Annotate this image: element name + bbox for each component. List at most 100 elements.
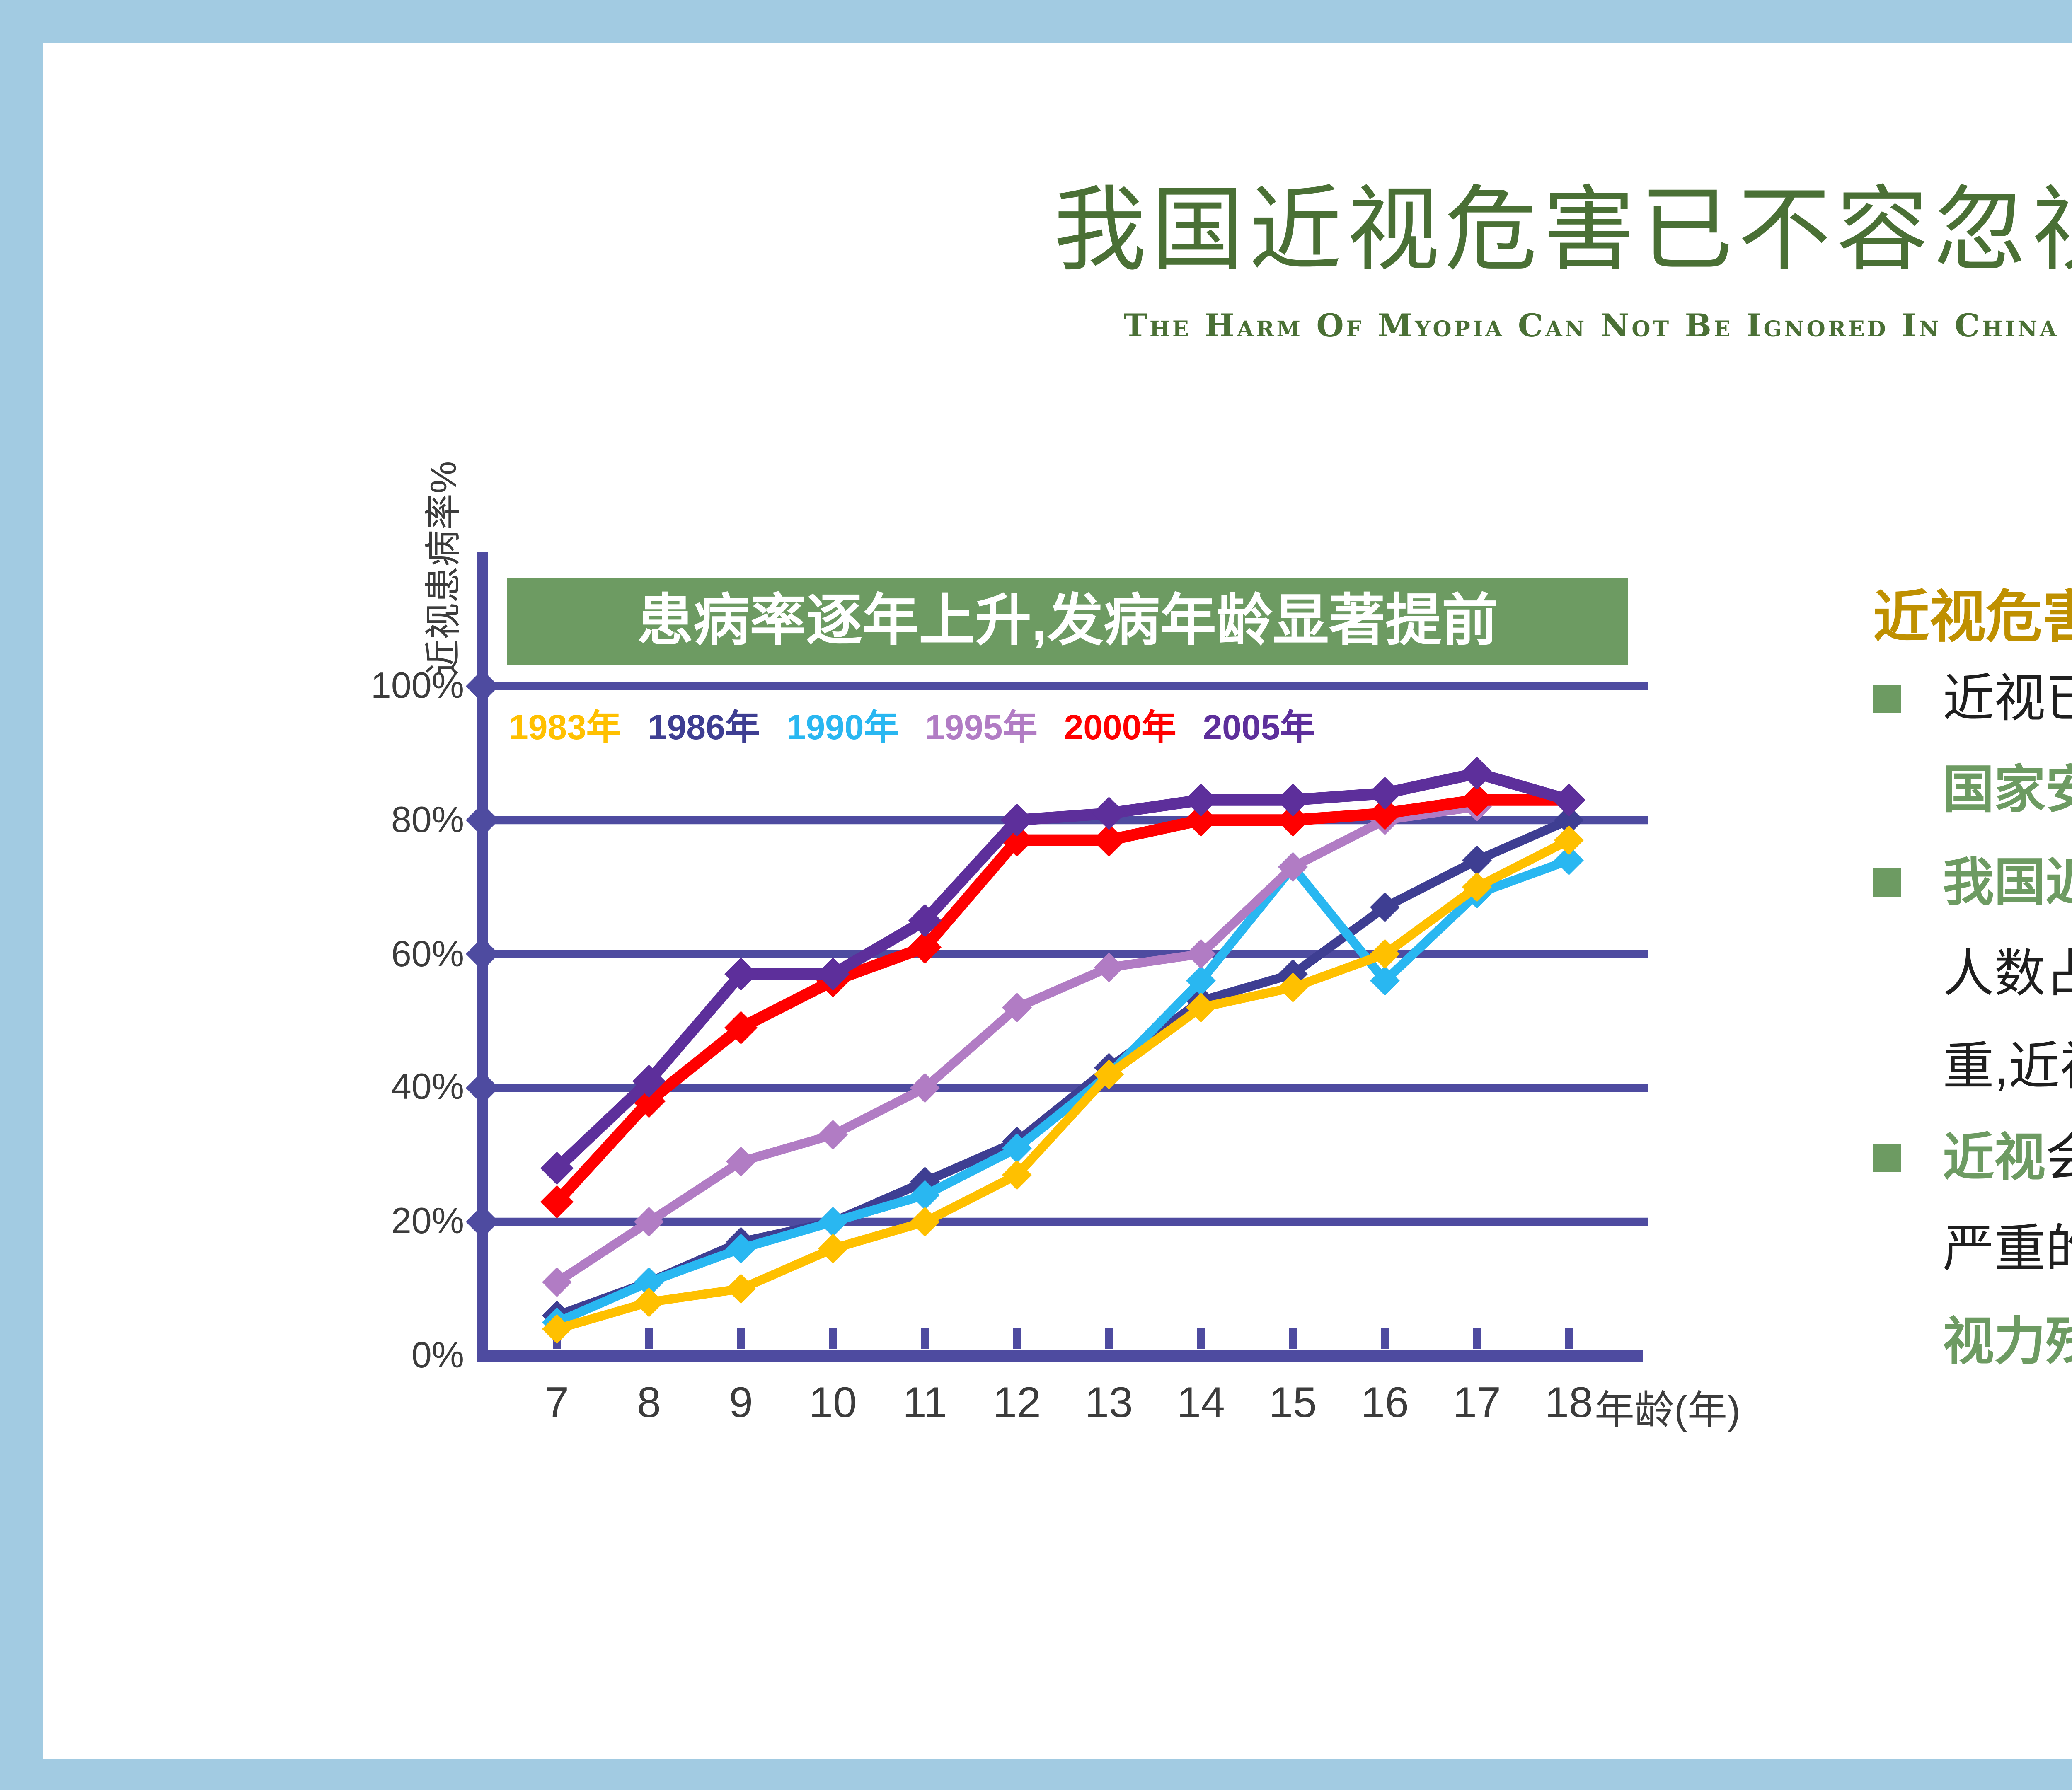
- legend-item-1995: 1995年: [925, 709, 1038, 747]
- x-tick-mark-10: [829, 1328, 837, 1349]
- data-point-1986-18: [1554, 805, 1584, 835]
- slide-background: [43, 43, 2072, 1759]
- data-point-1995-7: [542, 1267, 572, 1297]
- data-point-2000-17: [1460, 783, 1493, 817]
- data-point-1990-12: [1002, 1133, 1032, 1164]
- y-tick-label-20: 20%: [391, 1200, 464, 1242]
- data-point-2005-17: [1460, 757, 1493, 790]
- data-point-2000-9: [724, 1011, 758, 1045]
- highlight-text: 国家安全,: [1943, 761, 2072, 820]
- bullet-list: 近视已成为中国的国病,影响人口质量, 国家安全,迫切需要矫治和控制;我国近视总人…: [1873, 653, 2072, 1388]
- data-point-1983-14: [1186, 992, 1216, 1023]
- highlight-text: 我国近视总人数近5亿: [1943, 853, 2072, 912]
- bullet-square-icon: [1873, 868, 1901, 897]
- data-point-2000-14: [1184, 803, 1218, 837]
- data-point-2000-11: [908, 931, 942, 964]
- data-point-1995-10: [818, 1120, 848, 1150]
- data-point-1983-11: [910, 1207, 940, 1237]
- data-point-2005-13: [1092, 797, 1126, 830]
- x-axis-title: 年龄(年): [1595, 1389, 1740, 1434]
- data-point-1986-17: [1462, 845, 1492, 876]
- x-tick-label-16: 16: [1361, 1377, 1409, 1427]
- y-tick-label-0: 0%: [411, 1334, 464, 1376]
- x-tick-label-12: 12: [993, 1377, 1041, 1427]
- data-point-2005-8: [632, 1064, 666, 1098]
- data-point-2005-10: [816, 957, 850, 991]
- x-tick-mark-14: [1197, 1328, 1205, 1349]
- x-tick-mark-9: [737, 1328, 745, 1349]
- data-point-1995-13: [1094, 952, 1124, 982]
- x-tick-mark-15: [1289, 1328, 1297, 1349]
- x-tick-label-9: 9: [729, 1377, 753, 1427]
- series-line-1995: [554, 802, 1478, 1286]
- data-point-2005-12: [1000, 803, 1034, 837]
- data-point-1995-11: [910, 1073, 940, 1103]
- body-text: 会产生视力低下,视觉功能受损,及 严重的并发症等状况,: [1943, 1129, 2072, 1279]
- data-point-1990-8: [634, 1267, 664, 1297]
- data-point-1983-17: [1462, 872, 1492, 902]
- y-tick-label-60: 60%: [391, 932, 464, 974]
- x-tick-mark-13: [1105, 1328, 1113, 1349]
- x-tick-label-13: 13: [1085, 1377, 1133, 1427]
- bullet-item-3: 近视会产生视力低下,视觉功能受损,及 严重的并发症等状况, 导致不可逆转的 视力残…: [1873, 1112, 2072, 1388]
- data-point-2005-16: [1368, 776, 1402, 810]
- body-text: 近视已成为中国的: [1943, 670, 2072, 728]
- data-point-1990-16: [1370, 966, 1400, 996]
- y-tick-label-40: 40%: [391, 1066, 464, 1108]
- bullet-item-2: 我国近视总人数近5亿 ;知识人群中近视 人数占85-90%;青少年近视情况尤为严 …: [1873, 837, 2072, 1112]
- legend-item-2000: 2000年: [1064, 709, 1176, 747]
- data-point-2000-16: [1368, 797, 1402, 830]
- x-tick-mark-8: [645, 1328, 653, 1349]
- data-point-1995-9: [726, 1147, 756, 1177]
- legend-item-1983: 1983年: [509, 709, 621, 747]
- page-subtitle: The Harm Of Myopia Can Not Be Ignored In…: [1123, 308, 2059, 345]
- y-tick-label-80: 80%: [391, 798, 464, 840]
- data-point-2005-7: [540, 1151, 574, 1185]
- x-tick-mark-16: [1381, 1328, 1389, 1349]
- x-tick-label-14: 14: [1177, 1377, 1225, 1427]
- series-line-2000: [552, 794, 1569, 1206]
- x-tick-mark-11: [921, 1328, 929, 1349]
- bullet-square-icon: [1873, 1144, 1901, 1172]
- data-point-2005-11: [908, 904, 942, 937]
- body-text: ;知识人群中近视 人数占85-90%;青少年近视情况尤为严 重,近视人数占50-…: [1943, 945, 2072, 1095]
- page-title: 我国近视危害已不容忽视: [1053, 177, 2072, 285]
- data-point-1983-13: [1094, 1059, 1124, 1090]
- data-point-1983-9: [726, 1274, 756, 1304]
- x-tick-label-11: 11: [903, 1377, 947, 1427]
- legend-item-1990: 1990年: [786, 709, 899, 747]
- data-point-2005-9: [724, 957, 758, 991]
- data-point-2000-7: [540, 1185, 574, 1219]
- data-point-1990-10: [818, 1207, 848, 1237]
- data-point-2005-18: [1552, 783, 1585, 817]
- data-point-1983-7: [542, 1314, 572, 1344]
- highlight-text: 近视: [1943, 1129, 2045, 1187]
- x-tick-mark-12: [1013, 1328, 1021, 1349]
- data-point-2005-15: [1276, 783, 1310, 817]
- x-tick-label-10: 10: [809, 1377, 857, 1427]
- chart-legend: 1983年 1986年 1990年 1995年 2000年 2005年: [509, 701, 1341, 747]
- x-tick-label-8: 8: [637, 1377, 661, 1427]
- data-point-1983-10: [818, 1234, 848, 1264]
- series-line-2005: [553, 767, 1571, 1173]
- bullet-item-1: 近视已成为中国的国病,影响人口质量, 国家安全,迫切需要矫治和控制;: [1873, 653, 2072, 837]
- data-point-1995-8: [634, 1207, 664, 1237]
- right-panel: 近视危害不容忽视: 近视已成为中国的国病,影响人口质量, 国家安全,迫切需要矫治…: [1873, 583, 2072, 1388]
- x-tick-label-15: 15: [1269, 1377, 1317, 1427]
- panel-heading: 近视危害不容忽视:: [1873, 587, 2072, 650]
- data-point-1983-16: [1370, 939, 1400, 969]
- data-point-1995-15: [1278, 852, 1308, 882]
- bullet-text: 我国近视总人数近5亿 ;知识人群中近视 人数占85-90%;青少年近视情况尤为严 …: [1943, 837, 2072, 1112]
- x-tick-label-18: 18: [1545, 1377, 1593, 1427]
- data-point-2000-13: [1092, 823, 1126, 857]
- x-tick-label-17: 17: [1453, 1377, 1501, 1427]
- data-point-1983-8: [634, 1287, 664, 1317]
- data-point-1983-18: [1554, 825, 1584, 855]
- data-point-2005-14: [1184, 783, 1218, 817]
- x-tick-label-7: 7: [545, 1377, 569, 1427]
- x-tick-mark-18: [1565, 1328, 1573, 1349]
- legend-item-2005: 2005年: [1203, 709, 1315, 747]
